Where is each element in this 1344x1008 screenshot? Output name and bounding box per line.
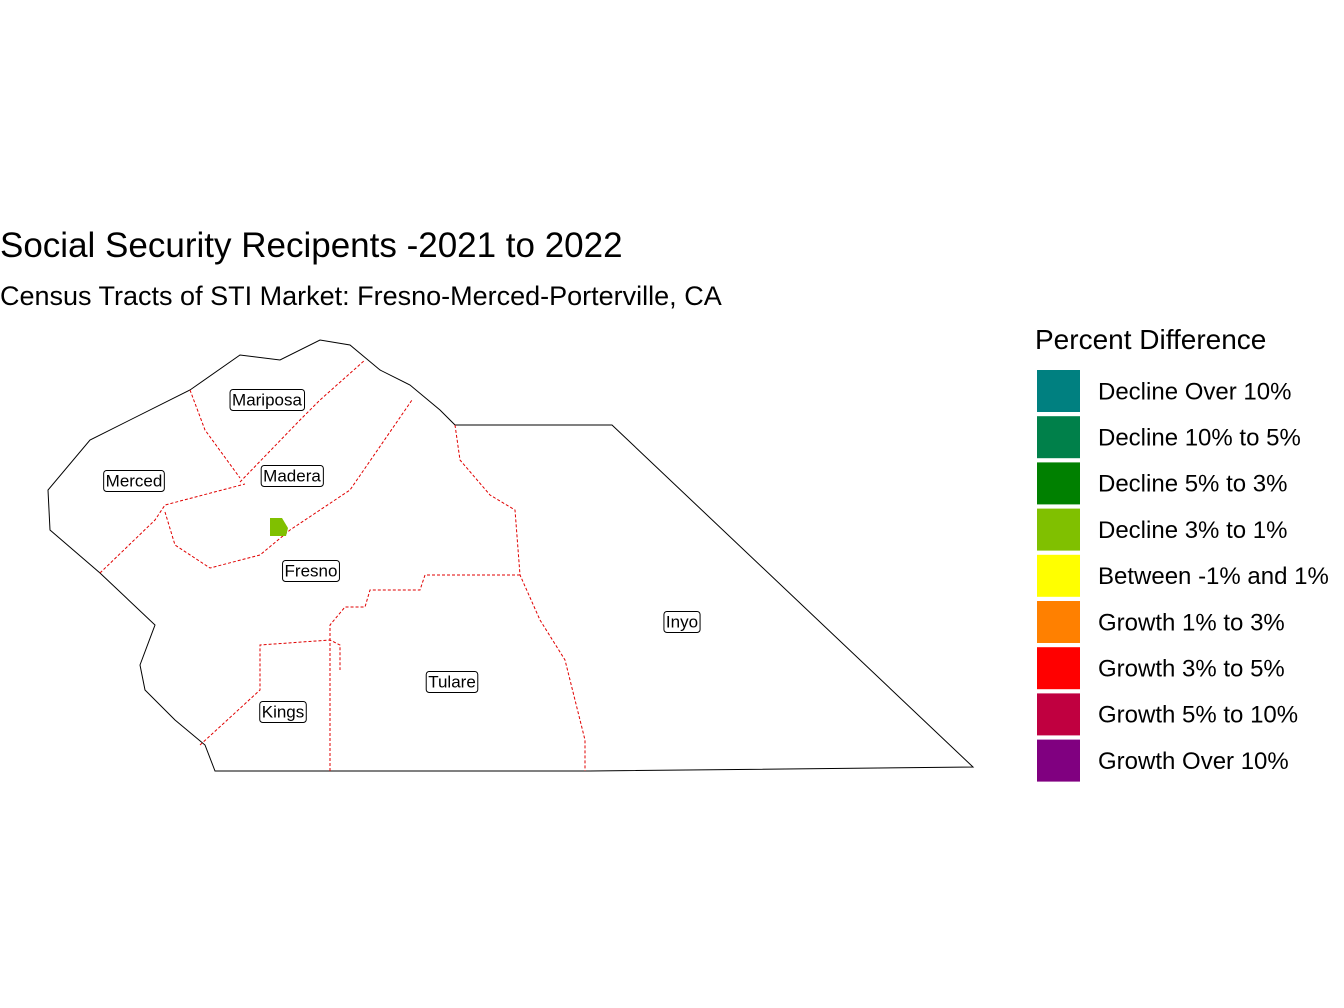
label-box bbox=[229, 388, 306, 411]
county-name: Tulare bbox=[428, 672, 476, 691]
census-tract bbox=[270, 518, 288, 536]
county-border bbox=[239, 359, 366, 483]
label-box bbox=[260, 464, 324, 487]
county-name: Inyo bbox=[666, 612, 698, 631]
map bbox=[47, 339, 975, 772]
legend-key bbox=[1037, 370, 1080, 412]
legend-label: Growth 3% to 5% bbox=[1098, 656, 1285, 683]
county-border bbox=[329, 574, 520, 771]
legend-label: Growth 5% to 10% bbox=[1098, 702, 1298, 729]
county-name: Kings bbox=[262, 702, 305, 721]
legend-key bbox=[1037, 462, 1080, 505]
county-name: Madera bbox=[263, 466, 321, 485]
legend-key bbox=[1037, 647, 1080, 690]
county-border bbox=[189, 389, 241, 479]
legend-label: Decline 3% to 1% bbox=[1098, 517, 1287, 544]
legend-label: Growth 1% to 3% bbox=[1098, 609, 1285, 636]
legend-key bbox=[1037, 601, 1080, 643]
legend-label: Decline Over 10% bbox=[1098, 378, 1291, 405]
county-label: Kings bbox=[259, 700, 307, 723]
map-title: Social Security Recipents -2021 to 2022 bbox=[0, 226, 623, 265]
legend-label: Between -1% and 1% bbox=[1098, 563, 1329, 590]
label-box bbox=[425, 670, 479, 693]
legend-title: Percent Difference bbox=[1035, 324, 1266, 355]
map-subtitle: Census Tracts of STI Market: Fresno-Merc… bbox=[0, 281, 722, 311]
county-label: Inyo bbox=[663, 610, 701, 633]
label-box bbox=[663, 610, 701, 633]
legend: Decline Over 10% Decline 10% to 5% Decline… bbox=[1037, 370, 1329, 782]
county-label: Tulare bbox=[425, 670, 479, 693]
county-name: Merced bbox=[106, 471, 163, 490]
county-label: Madera bbox=[260, 464, 324, 487]
county-label: Mariposa bbox=[229, 388, 306, 411]
county-name: Fresno bbox=[285, 561, 338, 580]
legend-key bbox=[1037, 739, 1080, 782]
market-outline bbox=[47, 339, 975, 772]
legend-label: Growth Over 10% bbox=[1098, 748, 1289, 775]
label-box bbox=[103, 469, 165, 492]
legend-label: Decline 10% to 5% bbox=[1098, 425, 1301, 452]
legend-key bbox=[1037, 508, 1080, 551]
county-label: Merced bbox=[103, 469, 165, 492]
legend-key bbox=[1037, 416, 1080, 459]
county-border bbox=[99, 483, 246, 574]
county-name: Mariposa bbox=[232, 390, 302, 409]
label-box bbox=[282, 559, 340, 582]
legend-label: Decline 5% to 3% bbox=[1098, 471, 1287, 498]
county-border bbox=[199, 639, 341, 746]
county-label: Fresno bbox=[282, 559, 340, 582]
county-labels: Mariposa Madera Merced Fresno Inyo Tulare King… bbox=[103, 388, 701, 723]
legend-key bbox=[1037, 554, 1080, 597]
legend-key bbox=[1037, 693, 1080, 736]
label-box bbox=[259, 700, 307, 723]
